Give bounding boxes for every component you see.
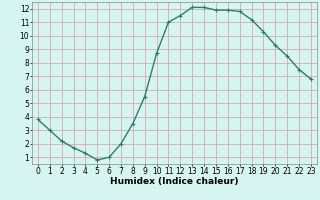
X-axis label: Humidex (Indice chaleur): Humidex (Indice chaleur) <box>110 177 239 186</box>
